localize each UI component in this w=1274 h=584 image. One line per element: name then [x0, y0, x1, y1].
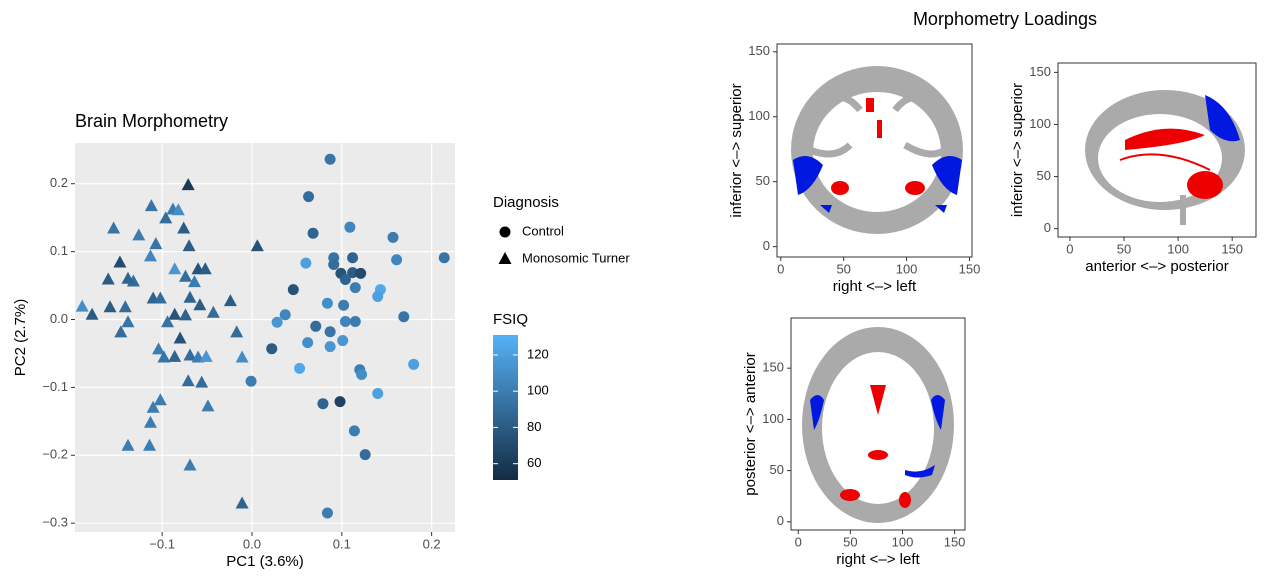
y-tick-label: 50	[1037, 168, 1051, 183]
point	[325, 341, 336, 352]
y-tick-label: 100	[762, 411, 784, 426]
y-tick-label: 0	[1044, 220, 1051, 235]
x-tick-label: 50	[836, 261, 850, 276]
point	[294, 363, 305, 374]
y-tick-label: 50	[756, 173, 770, 188]
x-tick-label: 0.0	[243, 536, 261, 551]
point	[340, 274, 351, 285]
point	[325, 154, 336, 165]
legend-title: Diagnosis	[493, 194, 559, 211]
x-tick-label: 50	[1117, 241, 1131, 256]
point	[317, 398, 328, 409]
x-axis-title: right <–> left	[833, 278, 917, 295]
point	[280, 309, 291, 320]
figure-title: Morphometry Loadings	[913, 9, 1097, 29]
point	[338, 300, 349, 311]
point	[398, 311, 409, 322]
legend-symbol	[500, 227, 511, 238]
point	[344, 222, 355, 233]
point	[388, 232, 399, 243]
y-axis-title: inferior <–> superior	[728, 83, 745, 217]
point	[266, 343, 277, 354]
figure: Morphometry Loadings −0.1 0.0 0.1 0.2 −0.3 −0…	[0, 0, 1274, 579]
x-axis-title: PC1 (3.6%)	[226, 553, 304, 570]
point	[246, 376, 257, 387]
colorbar-label: 80	[527, 419, 541, 434]
legend-symbol	[499, 252, 512, 264]
point	[303, 191, 314, 202]
x-tick-label: 0.1	[333, 536, 351, 551]
point	[340, 316, 351, 327]
point	[355, 268, 366, 279]
point	[288, 284, 299, 295]
y-tick-label: −0.1	[42, 379, 68, 394]
point	[325, 326, 336, 337]
y-tick-label: 0	[763, 238, 770, 253]
y-axis-title: inferior <–> superior	[1009, 83, 1026, 217]
x-tick-label: 150	[1221, 241, 1243, 256]
point	[308, 228, 319, 239]
y-tick-label: 150	[762, 360, 784, 375]
y-tick-label: 150	[1029, 64, 1051, 79]
y-tick-label: 0.1	[50, 243, 68, 258]
y-axis-title: PC2 (2.7%)	[12, 299, 29, 377]
y-tick-label: −0.3	[42, 515, 68, 530]
y-tick-label: 150	[748, 43, 770, 58]
y-tick-label: 100	[1029, 116, 1051, 131]
point	[372, 291, 383, 302]
point	[350, 316, 361, 327]
y-tick-label: 0	[777, 513, 784, 528]
plot-panel	[75, 143, 455, 532]
point	[272, 317, 283, 328]
point	[350, 282, 361, 293]
point	[391, 254, 402, 265]
colorbar-label: 60	[527, 455, 541, 470]
point	[349, 425, 360, 436]
point	[337, 335, 348, 346]
x-tick-label: 0	[1066, 241, 1073, 256]
colorbar-title: FSIQ	[493, 311, 528, 328]
x-axis-title: anterior <–> posterior	[1085, 258, 1228, 275]
x-tick-label: 100	[1167, 241, 1189, 256]
point	[372, 388, 383, 399]
x-axis-title: right <–> left	[836, 551, 920, 568]
point	[408, 359, 419, 370]
point	[302, 337, 313, 348]
colorbar	[493, 335, 518, 480]
point	[322, 298, 333, 309]
brain-sagittal	[1085, 90, 1245, 225]
legend-label: Control	[522, 223, 564, 238]
y-tick-label: 0.2	[50, 175, 68, 190]
y-tick-label: −0.2	[42, 447, 68, 462]
chart-title: Brain Morphometry	[75, 111, 228, 131]
x-tick-label: 0	[795, 534, 802, 549]
x-tick-label: 150	[944, 534, 966, 549]
x-tick-label: 100	[896, 261, 918, 276]
point	[439, 252, 450, 263]
x-tick-label: 0.2	[423, 536, 441, 551]
point	[310, 321, 321, 332]
x-tick-label: 50	[843, 534, 857, 549]
point	[335, 396, 346, 407]
x-tick-label: 100	[892, 534, 914, 549]
point	[356, 369, 367, 380]
brain-axial	[802, 327, 954, 523]
x-tick-label: 0	[777, 261, 784, 276]
brain-coronal	[791, 66, 963, 234]
x-tick-label: 150	[959, 261, 981, 276]
y-tick-label: 0.0	[50, 311, 68, 326]
colorbar-label: 100	[527, 383, 549, 398]
point	[328, 259, 339, 270]
y-tick-label: 100	[748, 108, 770, 123]
point	[300, 258, 311, 269]
point	[360, 449, 371, 460]
point	[322, 507, 333, 518]
point	[347, 252, 358, 263]
legend-label: Monosomic Turner	[522, 250, 630, 265]
x-tick-label: −0.1	[149, 536, 175, 551]
y-axis-title: posterior <–> anterior	[742, 352, 759, 495]
y-tick-label: 50	[770, 462, 784, 477]
colorbar-label: 120	[527, 346, 549, 361]
